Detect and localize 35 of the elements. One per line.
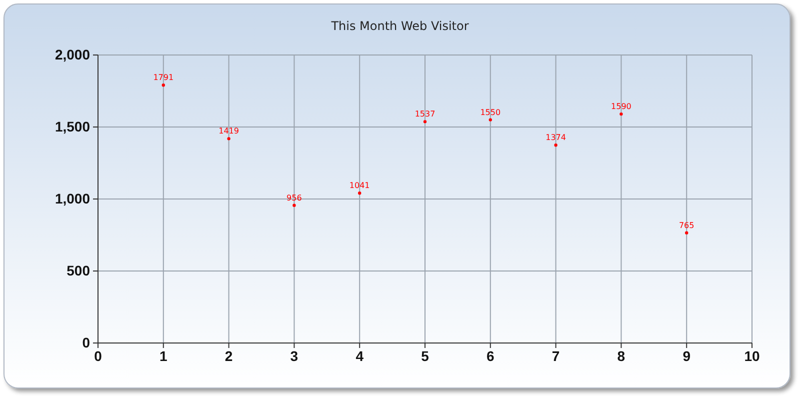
x-tick-label: 8	[617, 348, 626, 364]
point	[292, 204, 296, 207]
y-tick-label: 1,500	[54, 118, 90, 134]
y-tick-label: 0	[82, 334, 90, 350]
data-label: 1550	[480, 108, 501, 117]
x-tick-label: 4	[356, 348, 364, 364]
data-label: 956	[286, 193, 302, 202]
x-tick-label: 9	[682, 348, 691, 364]
data-label: 1374	[546, 133, 566, 142]
data-label: 765	[678, 220, 694, 230]
y-tick-label: 1,000	[54, 190, 90, 206]
x-tick-label: 0	[94, 348, 102, 364]
x-tick-label: 2	[224, 348, 233, 364]
x-tick-label: 1	[160, 348, 168, 364]
y-tick-label: 500	[66, 262, 90, 278]
point	[162, 84, 165, 87]
x-tick-label: 3	[290, 348, 298, 364]
chart-title: This Month Web Visitor	[330, 19, 469, 33]
point	[227, 137, 230, 140]
point	[554, 144, 558, 147]
point	[488, 118, 492, 122]
point	[423, 120, 427, 124]
y-tick-label: 2,000	[54, 46, 90, 62]
x-tick-label: 5	[421, 348, 430, 364]
point	[358, 192, 362, 195]
x-tick-label: 10	[744, 348, 760, 364]
x-tick-label: 6	[486, 348, 494, 364]
data-label: 1791	[153, 73, 174, 82]
point	[620, 112, 623, 116]
data-label: 1419	[218, 126, 239, 136]
point	[685, 231, 688, 234]
data-label: 1537	[414, 110, 436, 119]
data-label: 1590	[611, 102, 632, 112]
x-tick-label: 7	[552, 348, 560, 364]
data-label: 1041	[349, 181, 370, 190]
